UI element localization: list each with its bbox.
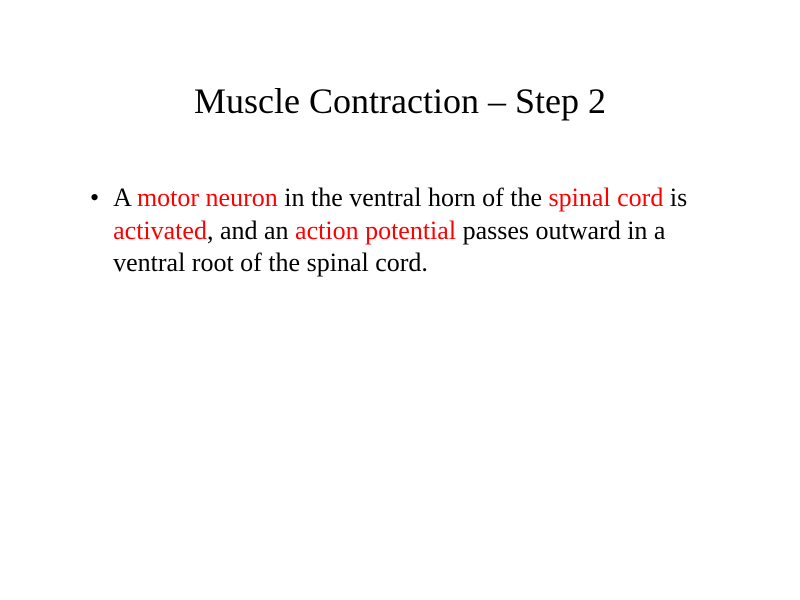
slide-container: Muscle Contraction – Step 2 • A motor ne… [0,0,800,600]
highlight-spinal-cord: spinal cord [549,183,664,212]
highlight-action-potential: action potential [295,216,456,245]
text-part-1: A [113,183,137,212]
bullet-item: • A motor neuron in the ventral horn of … [80,182,720,280]
text-part-5: is [663,183,687,212]
slide-title: Muscle Contraction – Step 2 [80,80,720,122]
text-part-7: , and an [207,216,295,245]
bullet-text: A motor neuron in the ventral horn of th… [113,182,720,280]
bullet-marker: • [90,182,99,215]
text-part-3: in the ventral horn of the [278,183,549,212]
highlight-activated: activated [113,216,207,245]
highlight-motor-neuron: motor neuron [137,183,278,212]
